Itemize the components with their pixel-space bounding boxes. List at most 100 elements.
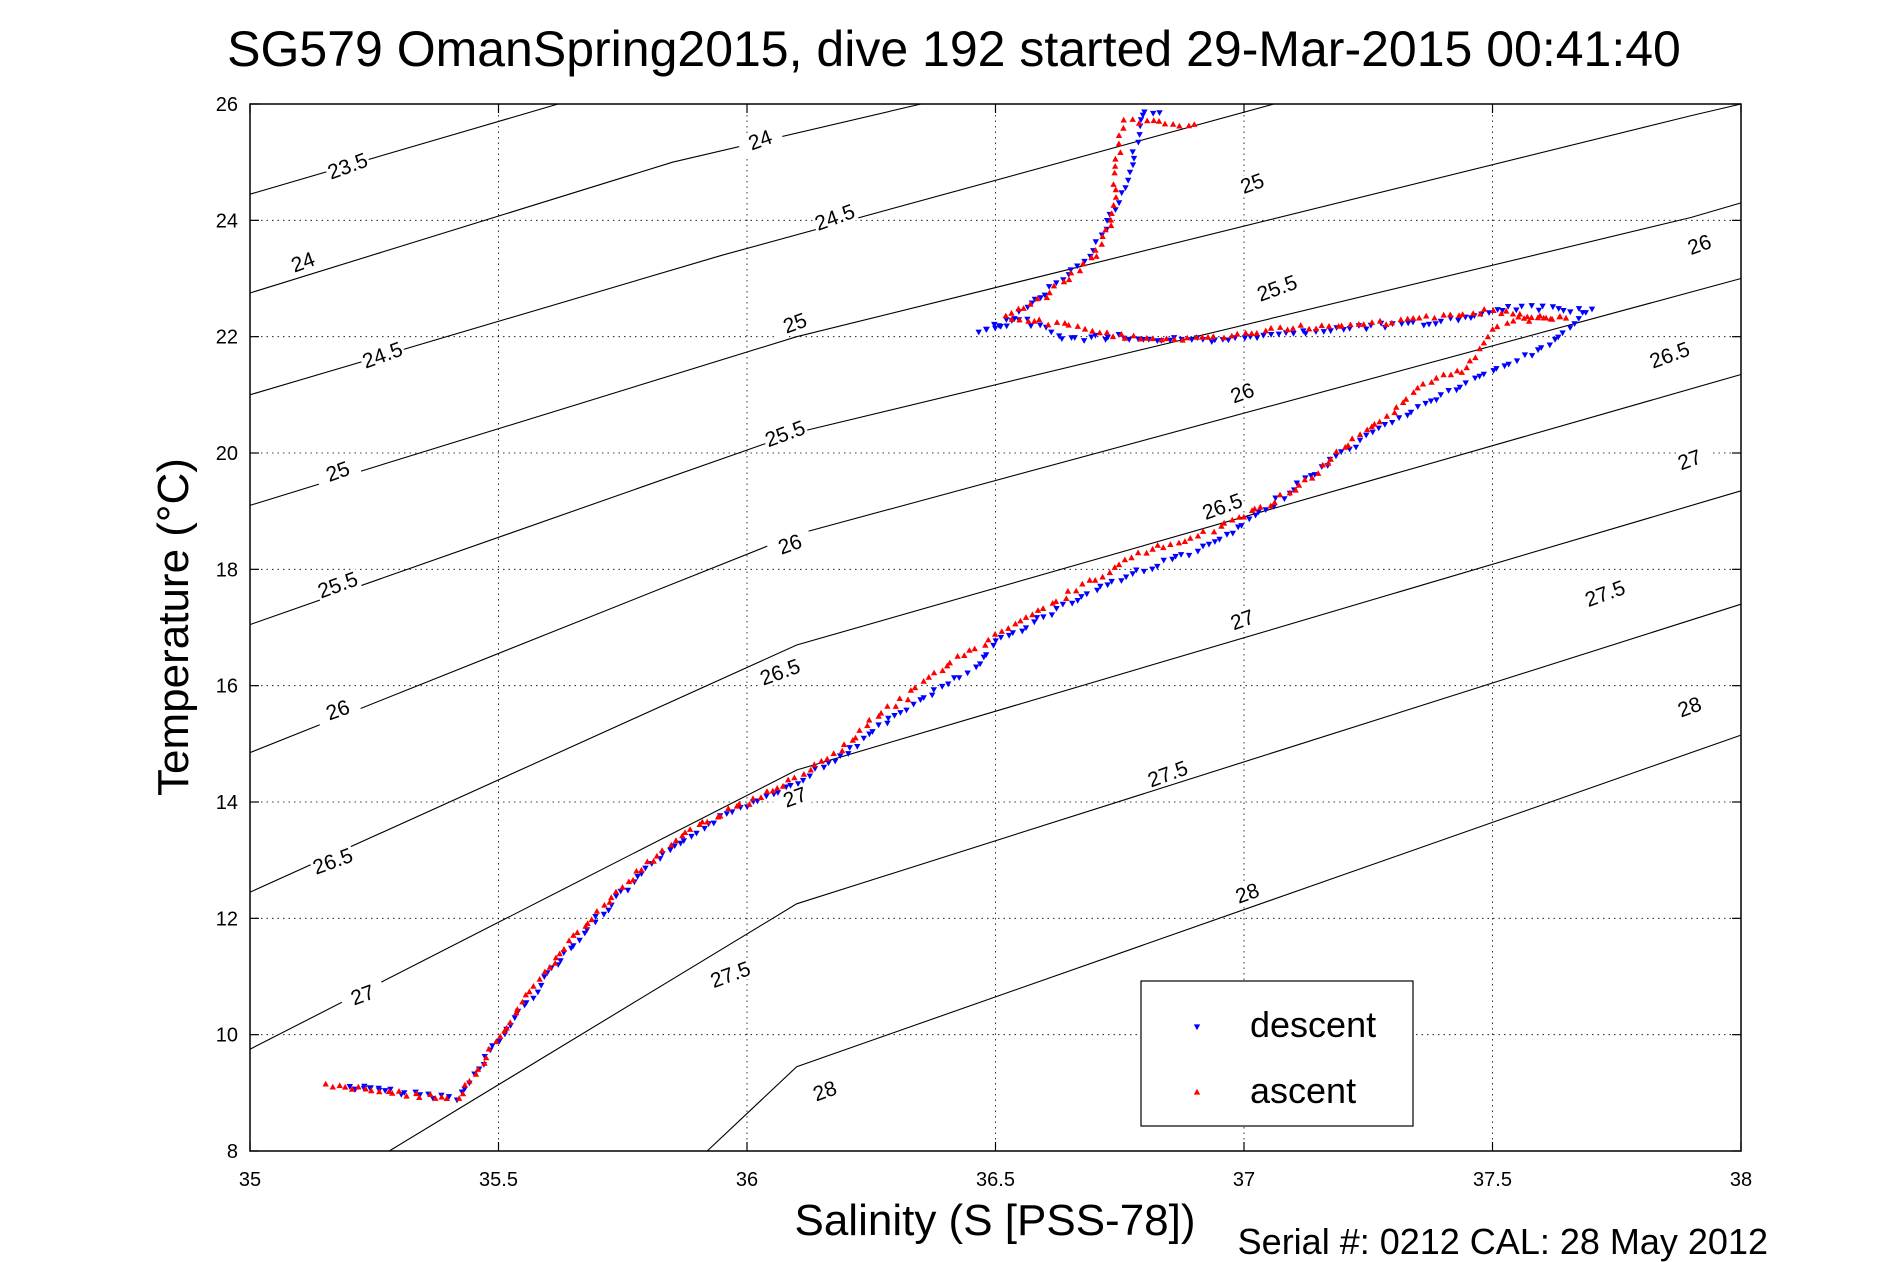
point-ascent [1163, 335, 1170, 342]
point-ascent [565, 937, 573, 944]
point-descent [1048, 329, 1055, 336]
legend-marker-descent [1193, 1024, 1201, 1031]
point-ascent [884, 703, 891, 709]
point-ascent [1134, 549, 1142, 556]
point-ascent [1218, 523, 1225, 529]
point-ascent [1295, 482, 1303, 488]
point-descent [1513, 307, 1520, 314]
point-ascent [954, 653, 961, 659]
point-ascent [1277, 324, 1284, 330]
point-ascent [1542, 314, 1550, 321]
point-ascent [1185, 122, 1193, 129]
point-ascent [432, 1095, 439, 1101]
point-ascent [342, 1083, 349, 1090]
point-descent [1340, 327, 1347, 333]
point-descent [1427, 398, 1435, 405]
point-ascent [769, 787, 776, 794]
y-tick-label: 14 [216, 792, 238, 814]
point-descent [1409, 319, 1417, 326]
point-ascent [593, 908, 601, 914]
point-ascent [1067, 269, 1075, 276]
point-descent [671, 843, 678, 850]
point-ascent [1220, 519, 1228, 526]
point-descent [605, 907, 612, 914]
point-ascent [443, 1095, 450, 1101]
point-descent [1588, 306, 1596, 313]
point-ascent [1079, 580, 1086, 587]
point-descent [1083, 591, 1090, 598]
point-ascent [1045, 321, 1052, 328]
point-ascent [551, 960, 559, 966]
point-descent [1169, 556, 1176, 563]
y-tick-label: 22 [216, 327, 238, 349]
point-descent [1011, 316, 1018, 322]
point-descent [869, 729, 876, 735]
legend-box [1140, 980, 1414, 1127]
point-ascent [1327, 456, 1334, 462]
point-descent [1074, 263, 1081, 270]
point-ascent [830, 750, 837, 756]
point-ascent [1410, 315, 1417, 321]
point-descent [1069, 600, 1076, 607]
point-descent [1346, 326, 1353, 332]
point-descent [1048, 612, 1056, 619]
point-descent [1092, 239, 1099, 246]
point-ascent [1074, 323, 1081, 329]
point-ascent [1120, 124, 1127, 131]
point-descent [523, 1000, 530, 1006]
point-ascent [811, 761, 818, 768]
point-descent [920, 695, 927, 701]
point-ascent [1121, 556, 1129, 563]
point-descent [930, 687, 937, 693]
point-ascent [403, 1092, 410, 1099]
point-descent [1037, 322, 1044, 329]
point-ascent [1220, 334, 1228, 341]
point-descent [976, 661, 984, 668]
point-descent [983, 326, 990, 333]
point-ascent [481, 1060, 488, 1066]
point-ascent [355, 1083, 362, 1090]
point-ascent [466, 1077, 473, 1084]
point-descent [361, 1083, 368, 1090]
point-ascent [991, 630, 999, 637]
point-descent [774, 790, 782, 796]
point-ascent [526, 988, 533, 995]
point-ascent [1155, 118, 1163, 124]
point-descent [787, 783, 794, 789]
point-ascent [514, 1006, 521, 1012]
point-descent [1216, 536, 1223, 543]
point-ascent [1096, 329, 1103, 336]
point-ascent [864, 722, 871, 729]
point-descent [677, 840, 684, 847]
point-ascent [633, 867, 640, 874]
point-ascent [546, 963, 554, 970]
point-descent [1118, 578, 1125, 584]
contour-label-bg [810, 200, 859, 235]
x-axis-ticks: 35 35.5 36 36.5 37 37.5 38 [239, 104, 1752, 1191]
point-descent [701, 825, 708, 832]
point-ascent [1149, 545, 1156, 552]
point-descent [1037, 295, 1044, 301]
point-ascent [601, 901, 608, 908]
point-ascent [925, 674, 932, 680]
y-tick-label: 16 [216, 676, 238, 698]
point-ascent [584, 920, 591, 927]
point-ascent [438, 1093, 445, 1100]
point-ascent [472, 1070, 480, 1077]
point-descent [1229, 530, 1236, 537]
point-ascent [1093, 253, 1100, 259]
point-descent [1053, 606, 1060, 612]
point-descent [1528, 353, 1536, 359]
point-descent [1024, 316, 1031, 323]
legend-marker-ascent [1193, 1088, 1201, 1095]
point-ascent [1510, 317, 1517, 324]
contour-28 [706, 734, 1742, 1152]
point-descent [1041, 292, 1048, 299]
point-ascent [1109, 333, 1117, 340]
point-descent [1346, 446, 1353, 453]
point-ascent [1286, 489, 1293, 496]
point-ascent [824, 755, 831, 762]
point-ascent [376, 1088, 383, 1095]
point-ascent [507, 1019, 514, 1025]
point-descent [1369, 429, 1376, 436]
